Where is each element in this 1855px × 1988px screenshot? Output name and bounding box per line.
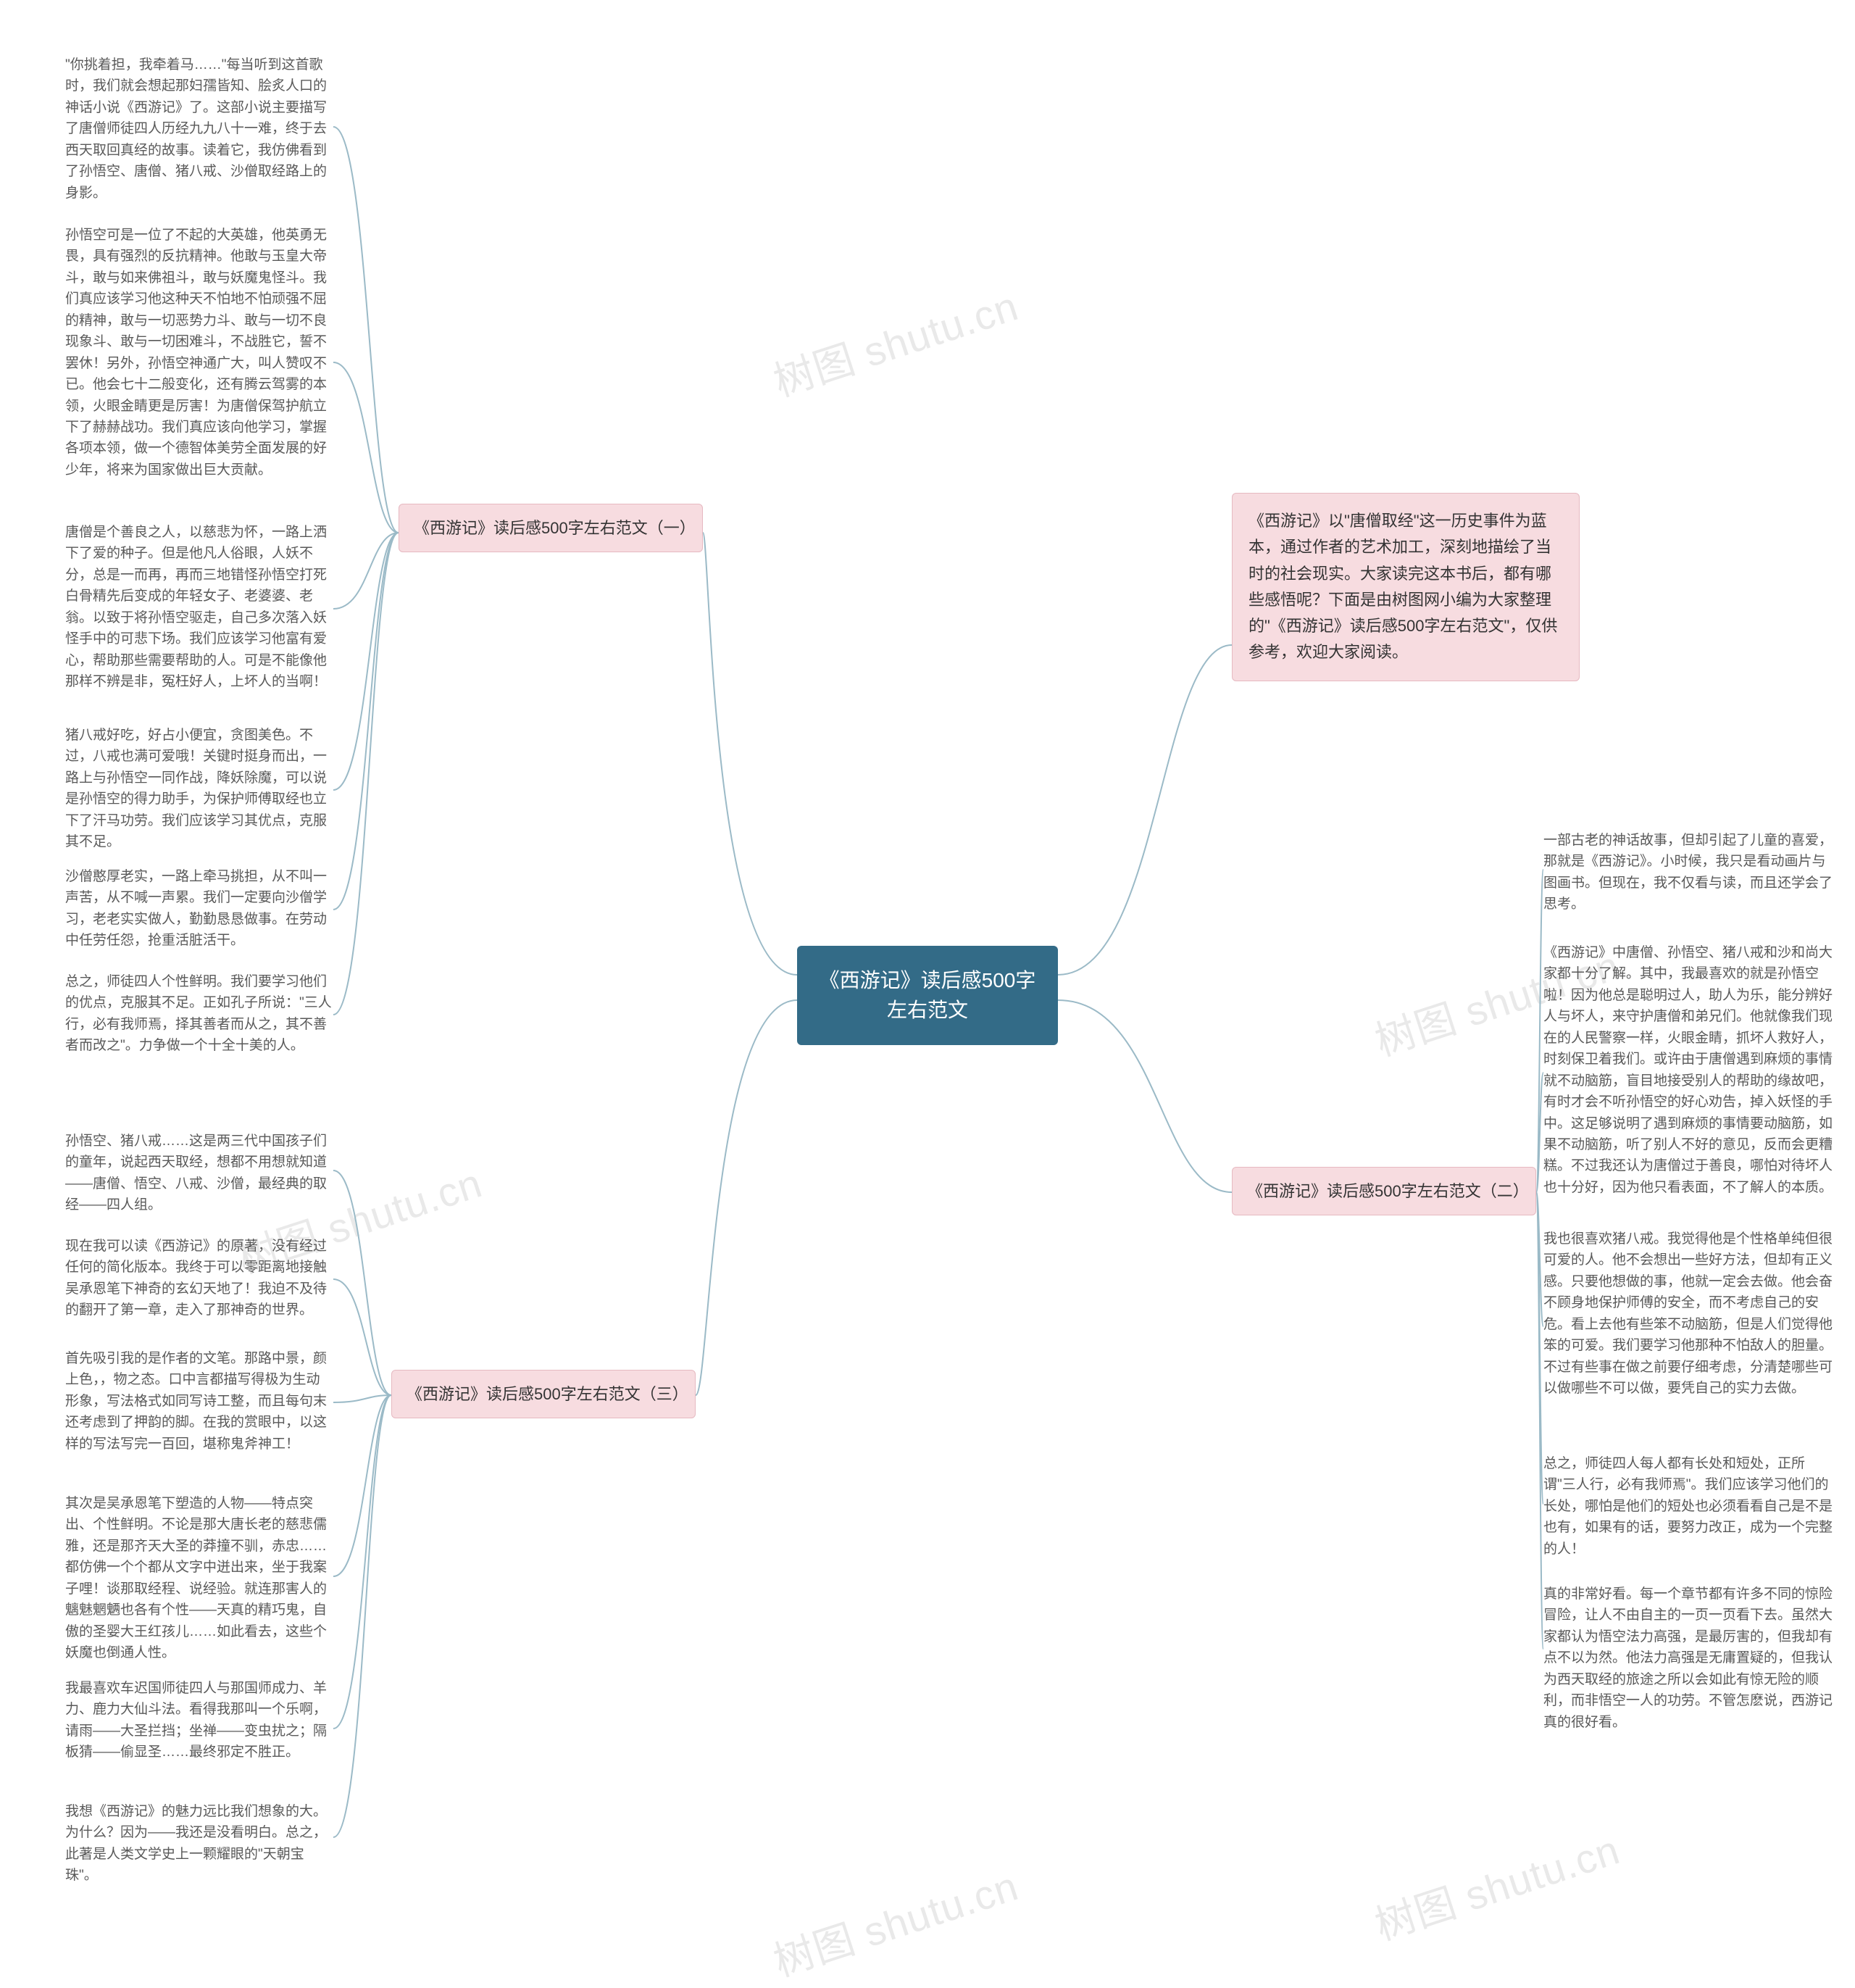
mindmap-leaf: 唐僧是个善良之人，以慈悲为怀，一路上洒下了爱的种子。但是他凡人俗眼，人妖不分，总… [65,522,333,693]
mindmap-leaf: 我也很喜欢猪八戒。我觉得他是个性格单纯但很可爱的人。他不会想出一些好方法，但却有… [1543,1228,1833,1399]
mindmap-leaf: 真的非常好看。每一个章节都有许多不同的惊险冒险，让人不由自主的一页一页看下去。虽… [1543,1584,1833,1733]
watermark: 树图 shutu.cn [765,274,1025,408]
mindmap-leaf: 孙悟空、猪八戒……这是两三代中国孩子们的童年，说起西天取经，想都不用想就知道——… [65,1131,333,1216]
mindmap-leaf: 沙僧憨厚老实，一路上牵马挑担，从不叫一声苦，从不喊一声累。我们一定要向沙僧学习，… [65,866,333,952]
watermark: 树图 shutu.cn [765,1854,1025,1988]
watermark: 树图 shutu.cn [1367,1818,1626,1952]
mindmap-leaf: "你挑着担，我牵着马……"每当听到这首歌时，我们就会想起那妇孺皆知、脍炙人口的神… [65,54,333,204]
mindmap-section-2: 《西游记》读后感500字左右范文（二） [1232,1167,1536,1215]
mindmap-leaf: 总之，师徒四人个性鲜明。我们要学习他们的优点，克服其不足。正如孔子所说："三人行… [65,971,333,1057]
mindmap-leaf: 《西游记》中唐僧、孙悟空、猪八戒和沙和尚大家都十分了解。其中，我最喜欢的就是孙悟… [1543,942,1833,1198]
mindmap-leaf: 总之，师徒四人每人都有长处和短处，正所谓"三人行，必有我师焉"。我们应该学习他们… [1543,1453,1833,1560]
mindmap-leaf: 我想《西游记》的魅力远比我们想象的大。为什么？因为——我还是没看明白。总之，此著… [65,1801,333,1887]
mindmap-section-1: 《西游记》读后感500字左右范文（一） [399,504,703,552]
mindmap-intro-node: 《西游记》以"唐僧取经"这一历史事件为蓝本，通过作者的艺术加工，深刻地描绘了当时… [1232,493,1580,681]
mindmap-section-3: 《西游记》读后感500字左右范文（三） [391,1370,696,1418]
mindmap-leaf: 我最喜欢车迟国师徒四人与那国师成力、羊力、鹿力大仙斗法。看得我那叫一个乐啊，请雨… [65,1678,333,1763]
mindmap-leaf: 首先吸引我的是作者的文笔。那路中景，颜上色，，物之态。口中言都描写得极为生动形象… [65,1348,333,1455]
mindmap-center-node: 《西游记》读后感500字左右范文 [797,946,1058,1045]
mindmap-leaf: 孙悟空可是一位了不起的大英雄，他英勇无畏，具有强烈的反抗精神。他敢与玉皇大帝斗，… [65,225,333,481]
mindmap-leaf: 一部古老的神话故事，但却引起了儿童的喜爱，那就是《西游记》。小时候，我只是看动画… [1543,830,1833,915]
mindmap-leaf: 猪八戒好吃，好占小便宜，贪图美色。不过，八戒也满可爱哦！关键时挺身而出，一路上与… [65,725,333,853]
mindmap-leaf: 现在我可以读《西游记》的原著，没有经过任何的简化版本。我终于可以零距离地接触吴承… [65,1236,333,1321]
mindmap-leaf: 其次是吴承恩笔下塑造的人物——特点突出、个性鲜明。不论是那大唐长老的慈悲儒雅，还… [65,1493,333,1664]
